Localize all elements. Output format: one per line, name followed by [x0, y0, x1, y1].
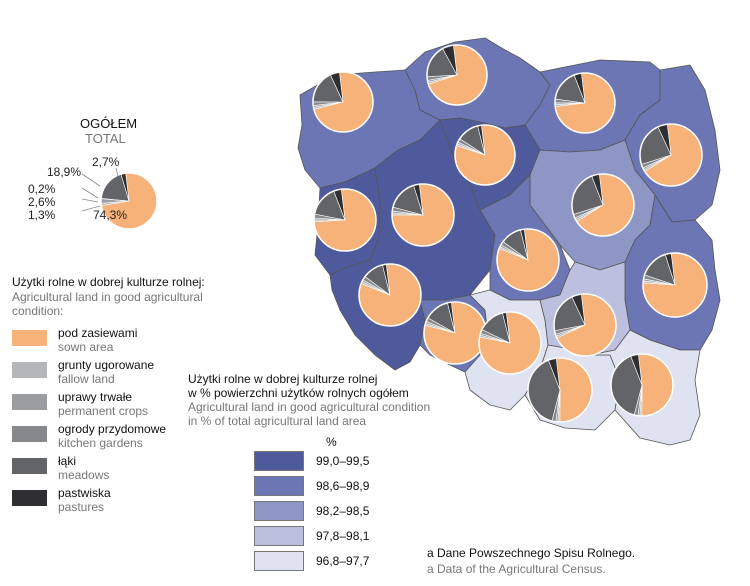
total-label-pastures: 2,7%: [92, 155, 120, 169]
region-pie-14: [553, 293, 617, 357]
choro-unit: %: [326, 435, 337, 449]
categories-title-pl: Użytki rolne w dobrej kulturze rolnej:: [12, 275, 205, 289]
region-pie-10-outline: [642, 252, 708, 318]
region-pie-13: [478, 311, 542, 375]
total-pie-outline: [100, 172, 158, 230]
swatch-kitchen: [12, 426, 47, 442]
region-pie-6: [313, 188, 377, 252]
region-pie-3-outline: [554, 72, 616, 134]
region-pie-1: [312, 71, 374, 133]
source-en: a Data of the Agricultural Census.: [427, 562, 606, 576]
swatch-fallow: [12, 362, 47, 378]
region-pie-10: [642, 252, 708, 318]
legend-meadows: łąki meadows: [12, 454, 202, 488]
legend-permanent: uprawy trwałe permanent crops: [12, 390, 202, 424]
region-pie-11-outline: [358, 263, 422, 327]
legend-fallow: grunty ugorowane fallow land: [12, 358, 202, 392]
total-label-sown: 74,3%: [93, 208, 128, 222]
choro-label-5: 96,8–97,7: [316, 554, 370, 568]
legend-sown: pod zasiewami sown area: [12, 326, 202, 360]
total-title-en: TOTAL: [85, 131, 126, 146]
region-pie-12: [423, 301, 487, 365]
region-pie-15: [527, 357, 593, 423]
swatch-meadows: [12, 458, 47, 474]
region-pie-16-outline: [610, 353, 674, 417]
choro-swatch-2: [254, 476, 304, 496]
region-pie-11: [358, 263, 422, 327]
region-pie-1-outline: [312, 71, 374, 133]
choro-swatch-1: [254, 451, 304, 471]
choro-label-1: 99,0–99,5: [316, 454, 370, 468]
total-title-pl: OGÓŁEM: [80, 116, 138, 131]
choro-title-en-1: Agricultural land in good agricultural c…: [188, 400, 431, 414]
choro-title-en-2: in % of total agricultural land area: [188, 414, 367, 428]
region-pie-8-outline: [571, 173, 635, 237]
total-label-fallow: 1,3%: [28, 208, 56, 222]
region-pie-4: [639, 123, 703, 187]
region-pie-5-outline: [454, 124, 516, 186]
source-pl: a Dane Powszechnego Spisu Rolnego.: [427, 546, 636, 560]
choro-label-4: 97,8–98,1: [316, 529, 370, 543]
choro-swatch-4: [254, 526, 304, 546]
legend-kitchen: ogrody przydomowe kitchen gardens: [12, 422, 202, 456]
region-pie-6-outline: [313, 188, 377, 252]
region-pie-4-outline: [639, 123, 703, 187]
region-pie-7: [391, 183, 455, 247]
choro-swatch-5: [254, 551, 304, 571]
region-pie-2-outline: [426, 44, 488, 106]
region-pie-9-outline: [496, 228, 560, 292]
region-pie-15-outline: [527, 357, 593, 423]
total-pie-leaders: [81, 167, 119, 212]
choro-title-pl-1: Użytki rolne w dobrej kulturze rolnej: [188, 372, 378, 386]
total-pie: [81, 167, 158, 230]
total-label-permanent: 2,6%: [28, 195, 56, 209]
swatch-pastures: [12, 490, 47, 506]
region-pie-9: [496, 228, 560, 292]
region-pie-16: [610, 353, 674, 417]
categories-title-en: Agricultural land in good agricultural c…: [12, 290, 203, 318]
region-pie-13-outline: [478, 311, 542, 375]
choro-label-2: 98,6–98,9: [316, 479, 370, 493]
swatch-sown: [12, 330, 47, 346]
total-label-kitchen: 0,2%: [28, 182, 56, 196]
choro-title-pl-2: w % powierzchni użytków rolnych ogółem: [188, 386, 409, 400]
region-pie-3: [554, 72, 616, 134]
region-pie-7-outline: [391, 183, 455, 247]
region-pie-2: [426, 44, 488, 106]
choro-swatch-3: [254, 501, 304, 521]
choro-label-3: 98,2–98,5: [316, 504, 370, 518]
total-label-meadows: 18,9%: [47, 165, 82, 179]
region-pie-14-outline: [553, 293, 617, 357]
swatch-permanent: [12, 394, 47, 410]
region-pie-8: [571, 173, 635, 237]
legend-pastures: pastwiska pastures: [12, 486, 202, 520]
region-pie-5: [454, 124, 516, 186]
